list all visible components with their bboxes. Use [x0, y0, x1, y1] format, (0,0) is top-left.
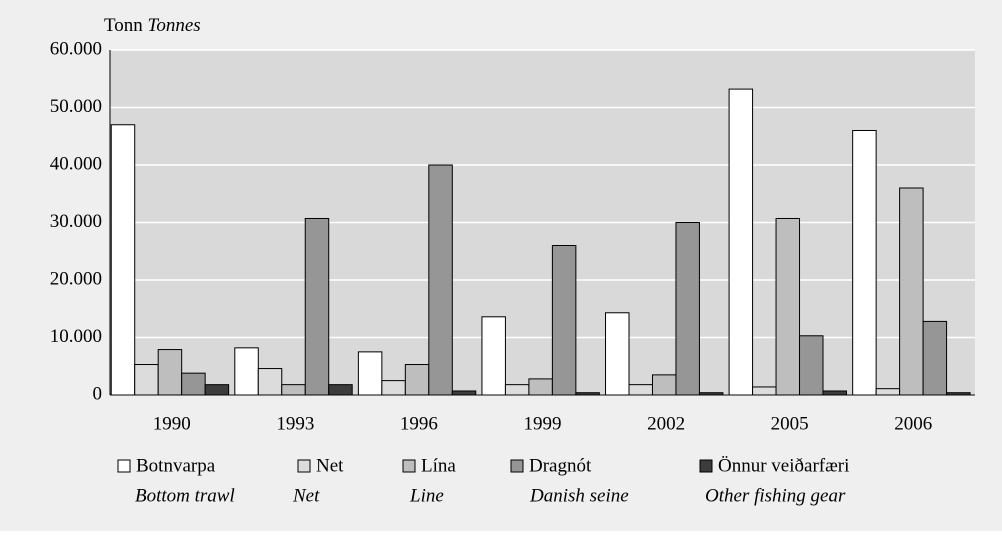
- y-axis-label-en: Tonnes: [148, 15, 201, 36]
- y-tick-label: 0: [93, 383, 103, 404]
- legend-swatch: [699, 459, 713, 473]
- bar: [728, 88, 754, 396]
- y-tick-label: 20.000: [50, 268, 102, 289]
- y-tick-label: 10.000: [50, 326, 102, 347]
- legend-label-en: Danish seine: [529, 485, 629, 506]
- bar: [134, 364, 159, 396]
- x-tick-label: 1996: [400, 413, 438, 434]
- bar: [899, 187, 924, 396]
- bar: [752, 386, 777, 396]
- legend-label: Botnvarpa: [136, 455, 216, 476]
- legend-label-en: Net: [292, 485, 320, 506]
- bar: [675, 222, 700, 396]
- bar: [605, 312, 630, 396]
- bar: [110, 124, 136, 396]
- bar: [551, 245, 577, 396]
- bar: [628, 384, 653, 396]
- legend-label: Önnur veiðarfæri: [718, 455, 849, 476]
- legend-label-en: Line: [409, 485, 444, 506]
- y-tick-label: 60.000: [50, 38, 102, 59]
- bar: [822, 390, 847, 396]
- legend-label: Dragnót: [529, 455, 592, 476]
- bar: [504, 384, 530, 396]
- bar: [852, 130, 877, 396]
- x-tick-label: 2005: [771, 413, 809, 434]
- bar: [528, 378, 553, 396]
- bar: [304, 217, 330, 396]
- y-axis-label: Tonn Tonnes: [104, 15, 201, 36]
- bar: [404, 364, 430, 396]
- bar: [157, 349, 183, 396]
- x-tick-label: 2006: [894, 413, 932, 434]
- bar: [651, 374, 677, 396]
- bar: [875, 388, 901, 396]
- legend-swatch: [402, 459, 416, 473]
- legend-label-en: Bottom trawl: [135, 485, 235, 506]
- bar: [257, 368, 283, 396]
- bar: [428, 164, 453, 396]
- legend-label: Net: [316, 455, 344, 476]
- bar: [357, 351, 383, 396]
- bar: [922, 320, 948, 396]
- x-tick-label: 1993: [276, 413, 314, 434]
- legend-swatch: [297, 459, 311, 473]
- bar: [281, 384, 306, 396]
- bar: [181, 372, 206, 396]
- bar: [234, 347, 259, 396]
- bar: [481, 316, 506, 396]
- legend-swatch: [510, 459, 524, 473]
- bar: [451, 390, 477, 396]
- x-tick-label: 1990: [153, 413, 191, 434]
- bar: [775, 217, 801, 396]
- bar: [799, 335, 824, 396]
- x-tick-label: 2002: [647, 413, 685, 434]
- bar: [328, 384, 353, 396]
- x-tick-label: 1999: [524, 413, 562, 434]
- y-tick-label: 50.000: [50, 96, 102, 117]
- legend-label: Lína: [421, 455, 456, 476]
- y-tick-label: 30.000: [50, 211, 102, 232]
- bar: [381, 380, 406, 396]
- legend-swatch: [117, 459, 131, 473]
- y-tick-label: 40.000: [50, 153, 102, 174]
- legend-label-en: Other fishing gear: [705, 485, 846, 506]
- y-axis-label-is: Tonn: [104, 15, 143, 36]
- bar: [204, 384, 230, 396]
